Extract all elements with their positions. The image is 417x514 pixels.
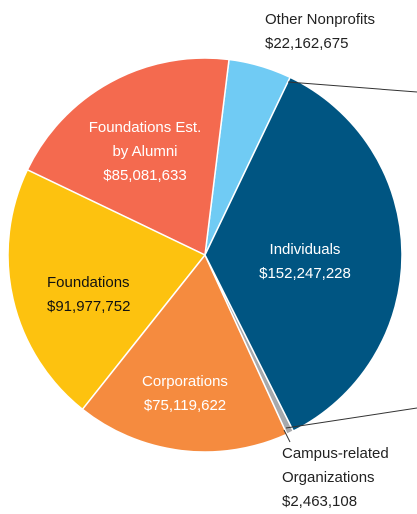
slice-label: Corporations $75,119,622 [120,370,250,418]
slice-label: Campus-related Organizations $2,463,108 [282,442,407,514]
category-label: Foundations Est. by Alumni [88,119,202,160]
leader-line [283,429,291,443]
pie-slice [7,168,207,411]
value-label: $91,977,752 [47,298,131,315]
slice-label: Foundations Est. by Alumni $85,081,633 [80,116,210,188]
value-label: $152,247,228 [259,265,351,282]
pie-slice [26,57,230,257]
slice-label: Foundations $91,977,752 [47,271,177,319]
value-label: $75,119,622 [143,397,227,414]
category-label: Foundations [47,274,130,291]
leader-line [285,407,417,429]
slice-label: Other Nonprofits $22,162,675 [265,8,415,56]
slice-label: Individuals $152,247,228 [240,238,370,286]
value-label: $85,081,633 [103,167,187,184]
category-label: Corporations [142,373,228,390]
pie-slice [204,76,403,433]
leader-line [287,81,417,93]
pie-slice [81,253,288,453]
value-label: $22,162,675 [265,35,349,52]
value-label: $2,463,108 [282,493,358,510]
category-label: Individuals [269,241,341,258]
category-label: Other Nonprofits [265,11,376,28]
category-label: Campus-related Organizations [282,445,389,486]
